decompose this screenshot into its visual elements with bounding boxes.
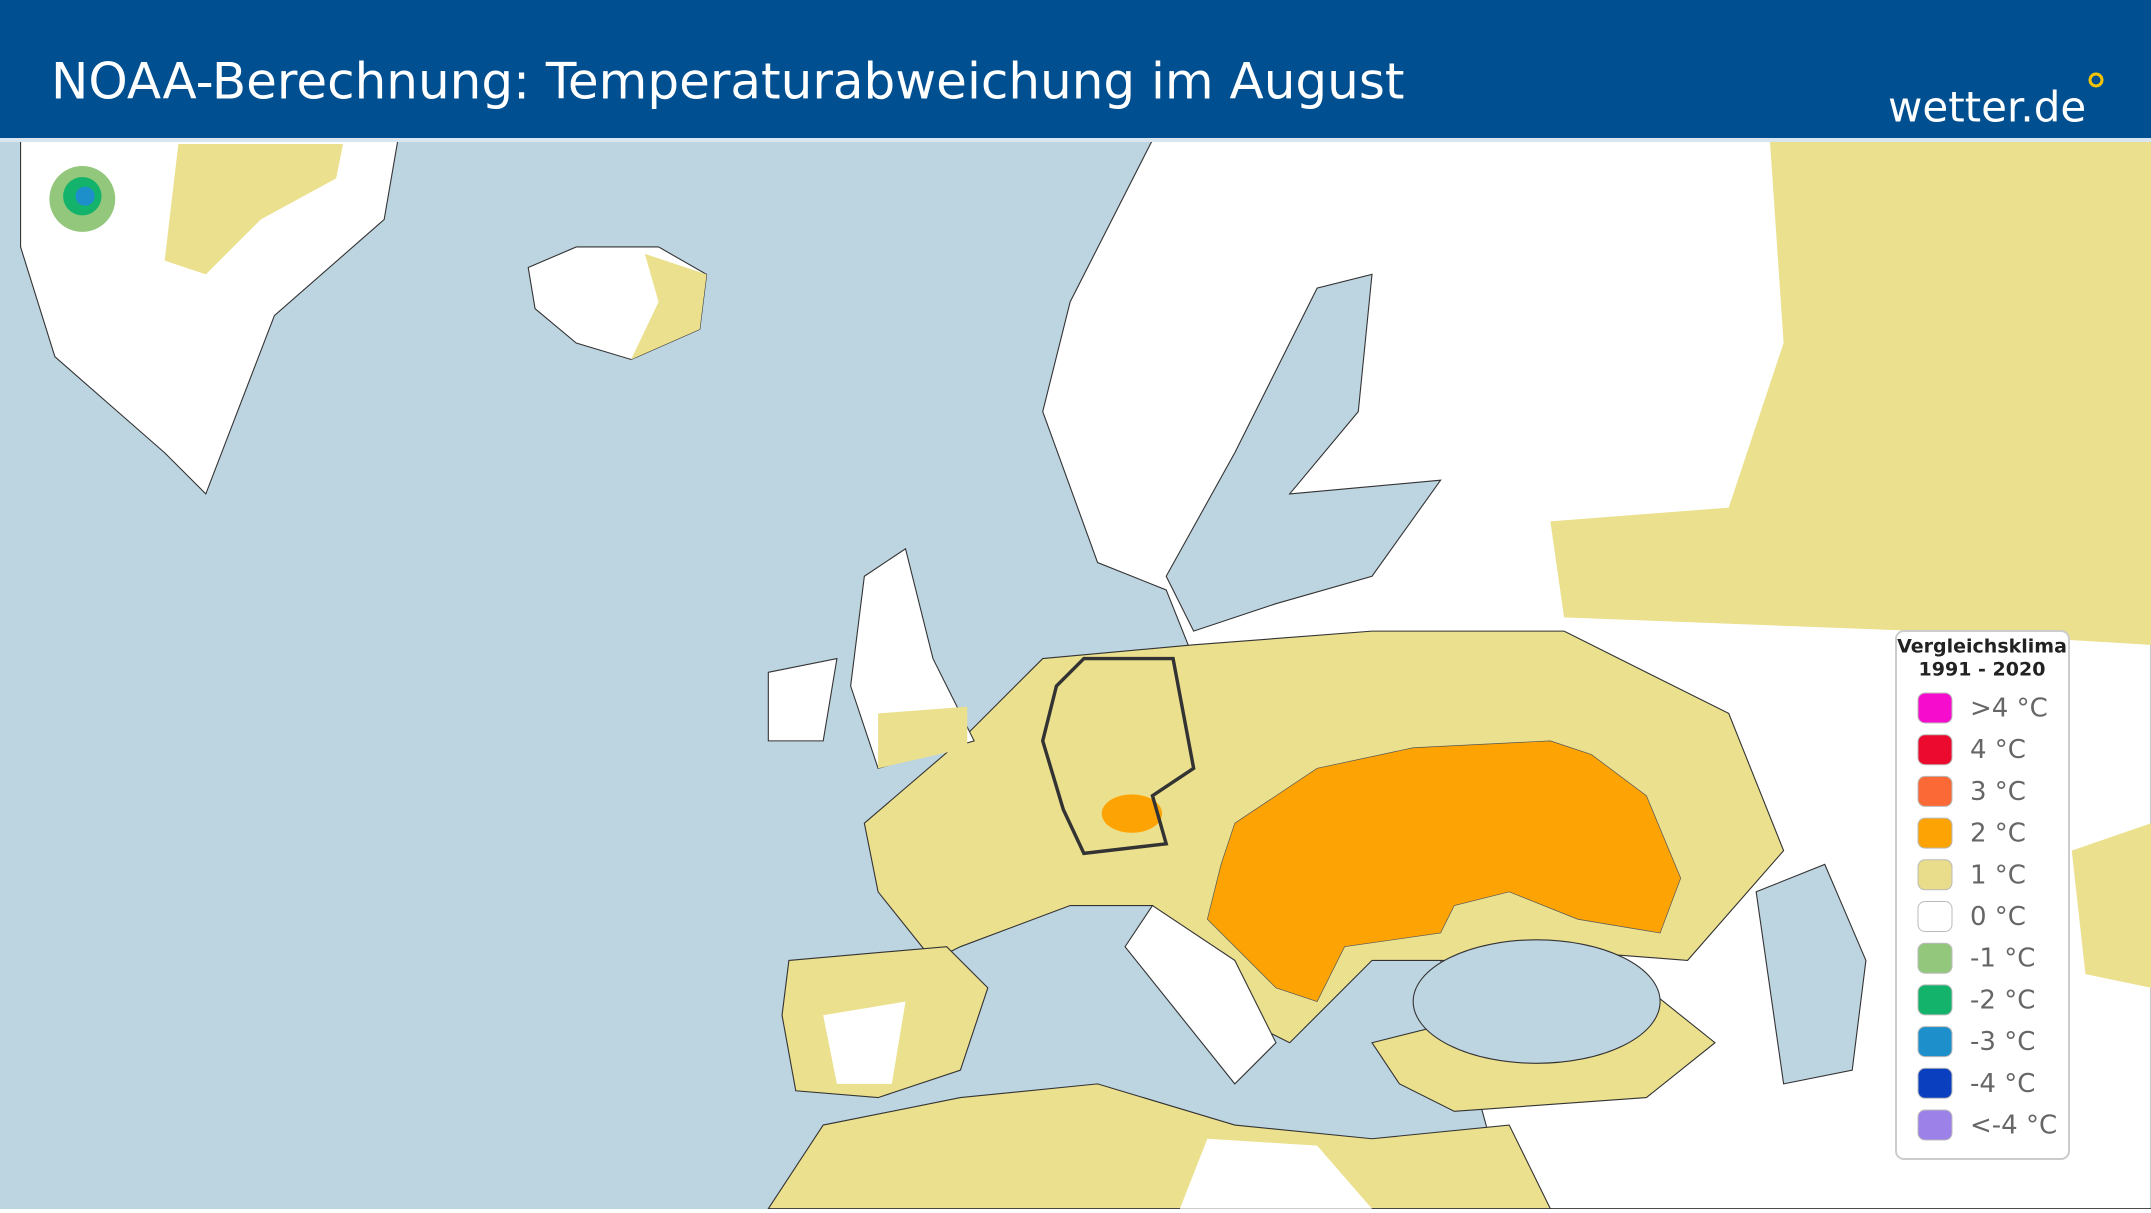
anomaly-area — [1550, 139, 2151, 645]
legend-swatch — [1917, 692, 1953, 724]
anomaly-area — [1101, 794, 1163, 833]
header-bar — [0, 0, 2151, 140]
legend-swatch — [1917, 984, 1953, 1016]
legend-swatch — [1917, 734, 1953, 766]
legend-swatch — [1917, 901, 1953, 932]
legend-label: 4 °C — [1970, 735, 2026, 765]
legend-swatch — [1917, 1109, 1953, 1141]
legend-label: >4 °C — [1970, 694, 2048, 724]
legend-label: 3 °C — [1970, 777, 2026, 807]
ireland — [767, 657, 838, 742]
legend-label: -3 °C — [1970, 1027, 2035, 1057]
anomaly-area — [823, 1001, 906, 1084]
legend-swatch — [1917, 942, 1953, 974]
legend-swatch — [1917, 817, 1953, 849]
legend-label: 1 °C — [1970, 860, 2026, 890]
legend-label: <-4 °C — [1970, 1111, 2057, 1141]
germany-border — [1040, 656, 1196, 856]
caspian-sea — [1755, 863, 1867, 1085]
anomaly-area — [1179, 1138, 1372, 1209]
greenland — [20, 139, 399, 495]
legend-swatch — [1917, 1026, 1953, 1058]
italy — [1124, 904, 1277, 1085]
header-rule — [0, 138, 2151, 142]
map — [20, 139, 2151, 1210]
anomaly-area — [878, 706, 968, 769]
logo: wetter.de — [1888, 83, 2086, 132]
legend-title: Vergleichsklima — [1897, 636, 2067, 658]
anomaly-area — [164, 144, 343, 275]
anomaly-area — [631, 253, 707, 360]
legend-swatch — [1917, 859, 1953, 891]
legend-label: 0 °C — [1970, 902, 2026, 932]
title: NOAA-Berechnung: Temperaturabweichung im… — [51, 53, 1405, 111]
black-sea — [1412, 939, 1661, 1064]
legend-label: 2 °C — [1970, 819, 2026, 849]
legend-label: -2 °C — [1970, 985, 2035, 1015]
legend-swatch — [1917, 1067, 1953, 1099]
legend-label: -1 °C — [1970, 944, 2035, 974]
baltic-sea — [1165, 273, 1442, 632]
logo-dot — [2088, 72, 2104, 88]
legend-swatch — [1917, 775, 1953, 807]
anomaly-area — [1206, 740, 1682, 1002]
anomaly-area — [2071, 823, 2151, 988]
legend-label: -4 °C — [1970, 1069, 2035, 1099]
anomaly-area — [75, 186, 95, 206]
africa — [767, 1083, 1552, 1210]
legend-title: 1991 - 2020 — [1919, 659, 2046, 681]
